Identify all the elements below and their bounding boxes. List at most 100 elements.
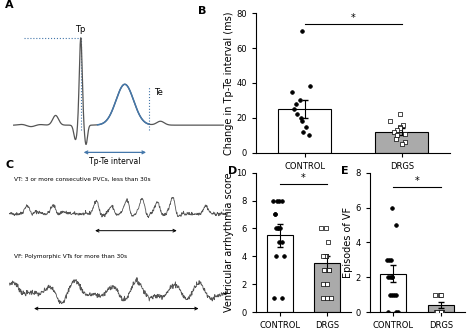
Point [299, 28, 306, 34]
Bar [278, 109, 331, 153]
Point [399, 122, 407, 127]
Point [275, 240, 283, 245]
Point [318, 226, 325, 231]
Point [273, 198, 281, 203]
Point [321, 254, 329, 259]
Point [272, 254, 280, 259]
Point [388, 275, 395, 280]
Text: A: A [5, 0, 14, 10]
Point [271, 212, 278, 217]
Point [385, 257, 393, 262]
Point [383, 257, 391, 262]
Point [435, 309, 442, 315]
Point [438, 292, 445, 297]
Point [327, 295, 334, 301]
Point [386, 119, 393, 124]
Point [391, 129, 398, 134]
Point [305, 132, 313, 138]
Point [393, 132, 401, 138]
Point [272, 212, 279, 217]
Point [432, 309, 440, 315]
Point [275, 198, 283, 203]
Point [394, 309, 402, 315]
Point [319, 282, 326, 287]
Text: E: E [341, 166, 349, 176]
Point [438, 309, 446, 315]
Point [322, 226, 330, 231]
Text: D: D [228, 166, 237, 176]
Text: Te: Te [154, 88, 163, 97]
Point [278, 240, 286, 245]
Point [298, 119, 306, 124]
Point [392, 136, 400, 141]
Point [279, 198, 286, 203]
Point [436, 309, 444, 315]
Point [325, 268, 332, 273]
Text: Tp-Te interval: Tp-Te interval [89, 157, 141, 166]
Bar [266, 235, 292, 312]
Point [322, 254, 330, 259]
Point [401, 139, 409, 145]
Text: VF: Polymorphic VTs for more than 30s: VF: Polymorphic VTs for more than 30s [14, 254, 127, 259]
Point [320, 268, 328, 273]
Point [319, 295, 327, 301]
Point [387, 257, 395, 262]
Point [437, 309, 445, 315]
Point [319, 254, 327, 259]
Text: VT: 3 or more consecutive PVCs, less than 30s: VT: 3 or more consecutive PVCs, less tha… [14, 177, 150, 182]
Point [276, 226, 284, 231]
Point [438, 309, 446, 315]
Point [396, 112, 404, 117]
Bar [380, 274, 407, 312]
Bar [428, 305, 454, 312]
Point [322, 254, 330, 259]
Y-axis label: Ventricular arrhythmia score: Ventricular arrhythmia score [224, 173, 234, 312]
Point [431, 292, 439, 297]
Point [281, 254, 288, 259]
Point [396, 124, 404, 129]
Point [278, 295, 285, 301]
Point [293, 112, 301, 117]
Point [390, 292, 398, 297]
Point [401, 131, 409, 136]
Y-axis label: Change in Tp-Te interval (ms): Change in Tp-Te interval (ms) [224, 11, 234, 155]
Point [291, 107, 298, 112]
Text: *: * [351, 13, 356, 23]
Point [392, 222, 400, 228]
Text: *: * [415, 176, 419, 186]
Text: *: * [301, 173, 306, 183]
Point [392, 292, 400, 297]
Point [272, 226, 280, 231]
Point [321, 268, 328, 273]
Point [438, 309, 445, 315]
Point [296, 98, 303, 103]
Y-axis label: Episodes of VF: Episodes of VF [343, 207, 353, 278]
Point [393, 127, 401, 133]
Point [399, 141, 406, 147]
Text: C: C [5, 160, 13, 170]
Point [299, 129, 306, 134]
Point [323, 295, 331, 301]
Point [306, 84, 314, 89]
Text: B: B [198, 6, 206, 16]
Point [324, 240, 331, 245]
Point [436, 309, 444, 315]
Point [396, 125, 403, 131]
Point [434, 309, 442, 315]
Point [325, 268, 332, 273]
Point [297, 115, 304, 121]
Point [270, 295, 278, 301]
Bar [314, 263, 340, 312]
Point [433, 309, 441, 315]
Point [288, 89, 296, 94]
Point [389, 205, 396, 210]
Point [389, 292, 396, 297]
Text: Tp: Tp [74, 25, 85, 34]
Point [324, 282, 331, 287]
Point [384, 309, 392, 315]
Bar [375, 132, 428, 153]
Point [392, 309, 399, 315]
Point [302, 124, 310, 129]
Point [270, 198, 277, 203]
Point [436, 292, 444, 297]
